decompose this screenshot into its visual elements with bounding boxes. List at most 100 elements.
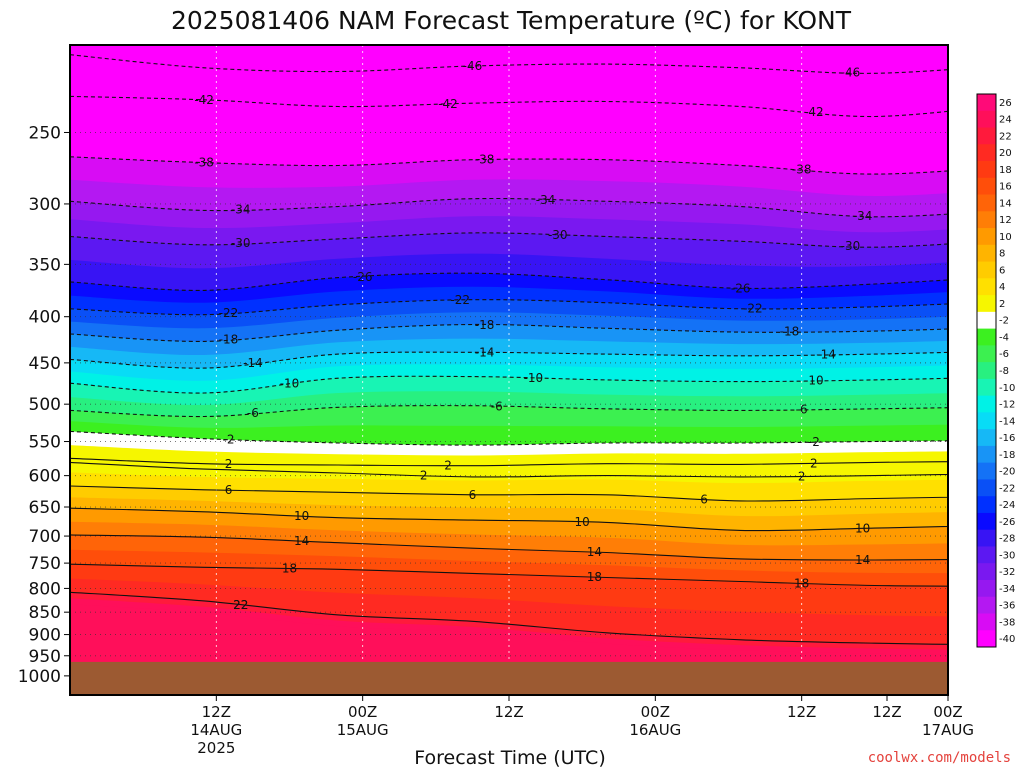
plot-area: -46 -46 -42 -42 -42 -38 -38 -38 -34 -34 -34 -30 -30 -… (69, 44, 949, 696)
colorbar-swatch (977, 328, 996, 346)
x-tick-day: 16AUG (629, 721, 681, 739)
colorbar-swatch (977, 244, 996, 262)
colorbar-swatch (977, 429, 996, 447)
isotherm-label: -10 (280, 377, 300, 391)
isotherm-label: -30 (548, 228, 568, 242)
isotherm-label: -14 (243, 356, 263, 370)
isotherm-label: 2 (798, 469, 806, 483)
colorbar-swatch (977, 445, 996, 464)
isotherm-6 (70, 485, 948, 502)
colorbar-label: -22 (999, 483, 1015, 494)
colorbar-swatch (977, 110, 996, 128)
colorbar-swatch (977, 613, 996, 631)
isotherm-label: -38 (194, 156, 214, 170)
x-tick-label: 12Z (494, 703, 523, 721)
isotherm-label: 18 (587, 570, 602, 584)
isotherm-neg38 (70, 156, 948, 175)
colorbar-frame (976, 93, 997, 648)
y-tick-label: 700 (29, 527, 61, 547)
isotherm-label: 14 (587, 545, 602, 559)
y-tick-label: 1000 (18, 667, 61, 687)
isotherm-label: -46 (841, 65, 861, 79)
colorbar-swatch (977, 378, 996, 397)
colorbar-swatch (977, 630, 996, 648)
isotherm-label: 6 (225, 483, 233, 497)
isotherm-label: 2 (444, 459, 452, 473)
colorbar-label: -16 (999, 433, 1015, 444)
colorbar-label: -10 (999, 383, 1015, 394)
isotherm-label: -2 (808, 435, 820, 449)
isotherm-neg22 (70, 299, 948, 316)
isotherm-2 (70, 457, 948, 467)
colorbar-label: -30 (999, 550, 1015, 561)
colorbar-swatch (977, 144, 996, 162)
isotherm-neg18 (70, 323, 948, 342)
colorbar-swatch (977, 512, 996, 531)
colorbar-label: -32 (999, 567, 1015, 578)
isotherm-neg2 (70, 430, 948, 446)
colorbar-label: 12 (999, 215, 1012, 226)
colorbar-label: -36 (999, 601, 1015, 612)
x-tick-label: 00Z (348, 703, 377, 721)
colorbar-swatch (977, 228, 996, 246)
colorbar-label: 22 (999, 131, 1012, 142)
y-axis: 250 300 350 400 450 500 550 600 650 700 750 800 850 9… (18, 123, 70, 687)
isotherm-label: -22 (450, 293, 470, 307)
isotherm-label: -22 (743, 302, 763, 316)
colorbar-label: 16 (999, 182, 1012, 193)
isotherm-label: -34 (536, 193, 556, 207)
colorbar-swatch (977, 194, 996, 212)
isotherm-label: -26 (731, 281, 751, 295)
x-tick-day: 17AUG (922, 721, 974, 739)
x-axis-label: Forecast Time (UTC) (414, 747, 605, 768)
isotherm-label: -14 (475, 345, 495, 359)
y-tick-label: 250 (29, 123, 61, 143)
isotherm-label: -26 (353, 270, 373, 284)
isotherm-label: -18 (219, 332, 239, 346)
isotherm-label: 22 (233, 598, 248, 612)
isotherm-10 (70, 507, 948, 532)
isotherm-neg6 (70, 405, 948, 418)
isotherm-label: -18 (780, 325, 800, 339)
colorbar-label: 24 (999, 115, 1012, 126)
colorbar-swatch (977, 596, 996, 614)
colorbar-swatch (977, 211, 996, 229)
colorbar-swatch (977, 345, 996, 363)
colorbar-swatch (977, 546, 996, 564)
isotherm-22 (70, 591, 948, 645)
isotherm-label: 22 (233, 598, 248, 612)
isotherm-label: -30 (231, 236, 251, 250)
y-tick-label: 750 (29, 554, 61, 574)
isotherm-label: -2 (223, 432, 235, 446)
colorbar-label: -2 (999, 316, 1009, 327)
isotherm-label: 2 (810, 456, 818, 470)
y-tick-label: 600 (29, 467, 61, 487)
colorbar-label: -8 (999, 366, 1009, 377)
isotherm-18 (70, 563, 948, 587)
isotherm-label: -14 (816, 348, 836, 362)
x-tick-year: 2025 (197, 739, 235, 757)
isotherm-label: -42 (194, 93, 214, 107)
colorbar-label: -4 (999, 332, 1009, 343)
colorbar-label: -38 (999, 617, 1015, 628)
colorbar-label: -26 (999, 517, 1015, 528)
colorbar-swatch (977, 579, 996, 598)
colorbar-label: -12 (999, 400, 1015, 411)
isotherm-label: 14 (855, 553, 870, 567)
isotherm-label: -6 (796, 403, 808, 417)
isotherm-neg26 (70, 272, 948, 291)
isotherm-neg10 (70, 375, 948, 394)
isotherm-label: -42 (804, 105, 824, 119)
isotherm-label: 2 (225, 457, 233, 471)
colorbar-swatch (977, 161, 996, 179)
isotherm-neg42 (70, 95, 948, 118)
colorbar-swatch (977, 278, 996, 296)
colorbar-swatch (977, 362, 996, 380)
isotherm-label: 14 (294, 534, 309, 548)
y-tick-label: 450 (29, 354, 61, 374)
isotherm-label: -46 (463, 59, 483, 73)
isotherm-label: -10 (804, 374, 824, 388)
x-tick-label: 12Z (787, 703, 816, 721)
isotherm-label: -6 (491, 399, 503, 413)
